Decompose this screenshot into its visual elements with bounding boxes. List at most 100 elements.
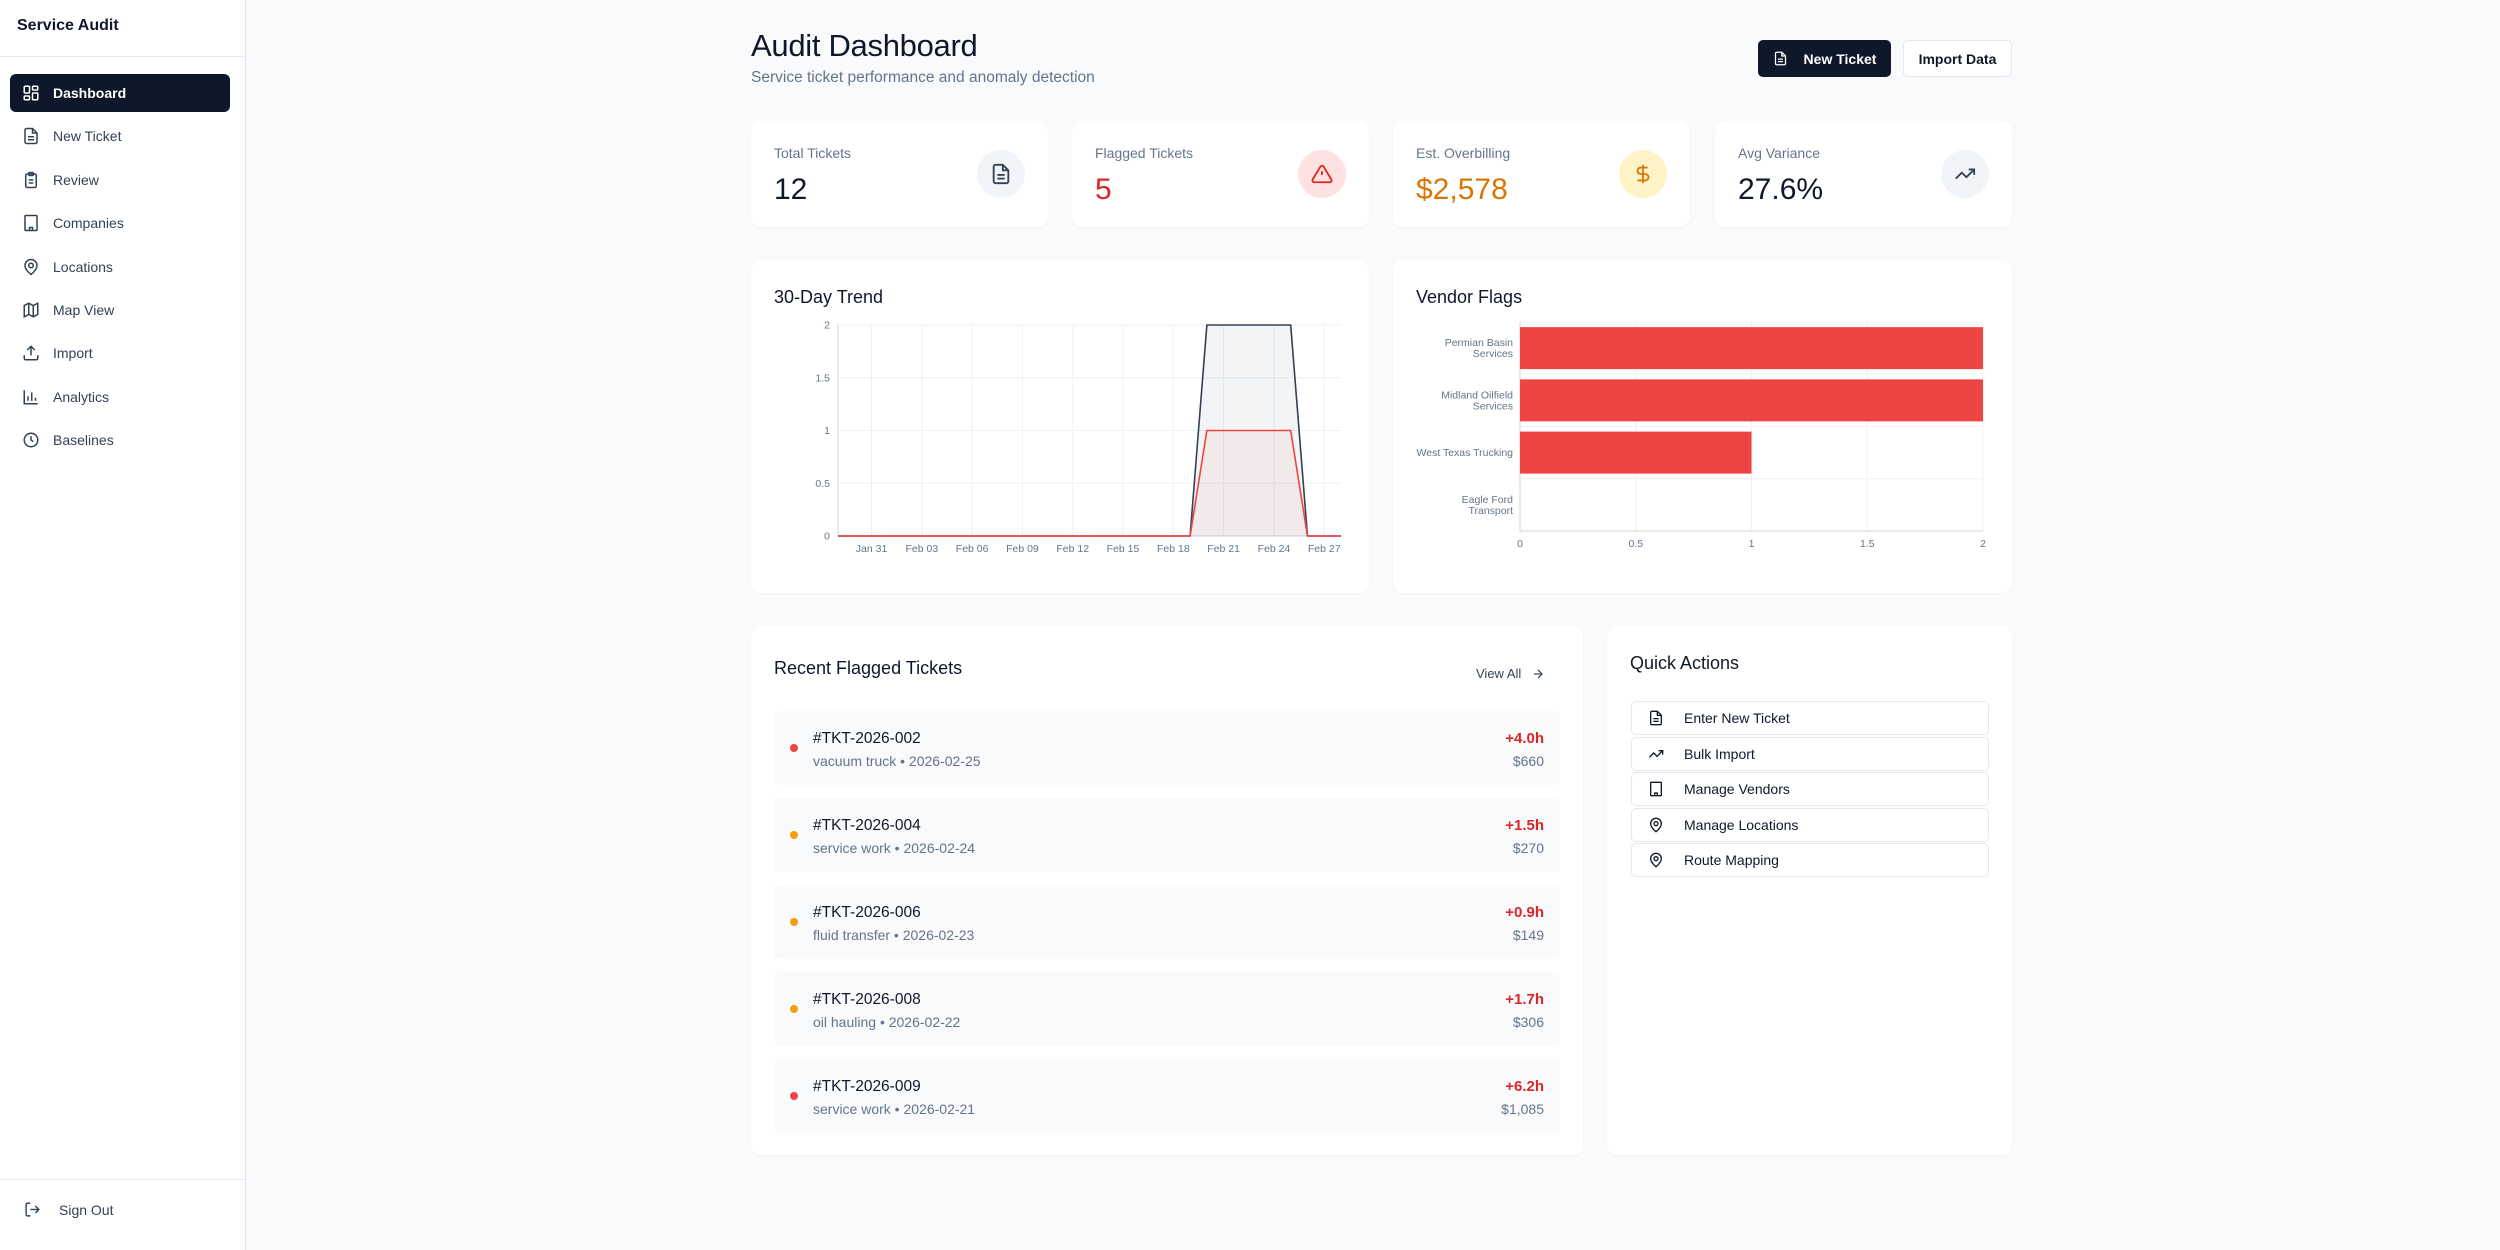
sidebar-item-label: Map View (53, 301, 115, 318)
x-tick-label: 1 (1749, 538, 1755, 550)
series-area (838, 325, 1341, 536)
ticket-meta: vacuum truck • 2026-02-25 (813, 753, 981, 769)
ticket-hours-variance: +0.9h (1505, 904, 1544, 921)
x-tick-label: Feb 15 (1107, 543, 1140, 555)
ticket-amount: $306 (1512, 1014, 1544, 1030)
bar (1520, 379, 1983, 422)
ticket-row[interactable]: #TKT-2026-004 service work • 2026-02-24 … (774, 798, 1560, 872)
x-tick-label: 1.5 (1860, 538, 1875, 550)
ticket-meta: oil hauling • 2026-02-22 (813, 1014, 961, 1030)
clock-icon (22, 431, 40, 449)
quick-action-bulk-import[interactable]: Bulk Import (1631, 736, 1989, 771)
x-tick-label: Feb 18 (1157, 543, 1190, 555)
sidebar-item-label: New Ticket (53, 128, 122, 145)
map-pin-icon (1649, 852, 1663, 868)
x-tick-label: Feb 21 (1207, 543, 1240, 555)
vendor-flags-title: Vendor Flags (1416, 287, 1523, 307)
x-tick-label: Feb 24 (1258, 543, 1291, 555)
sign-out-label: Sign Out (59, 1201, 114, 1218)
recent-flagged-card: Recent Flagged Tickets View All #TKT-202… (751, 626, 1583, 1155)
sidebar-item-map-view[interactable]: Map View (10, 291, 230, 329)
sidebar-item-locations[interactable]: Locations (10, 248, 230, 286)
sidebar-item-baselines[interactable]: Baselines (10, 421, 230, 459)
ticket-hours-variance: +1.7h (1505, 991, 1544, 1008)
map-icon (22, 301, 40, 319)
y-tick-label: 1 (824, 425, 830, 437)
quick-action-manage-locations[interactable]: Manage Locations (1631, 807, 1989, 842)
sidebar: Service Audit Dashboard New Ticket Revie… (0, 0, 246, 1250)
y-tick-label: 1.5 (815, 372, 830, 384)
sidebar-item-label: Analytics (53, 388, 110, 405)
file-text-icon (22, 127, 40, 145)
sidebar-item-import[interactable]: Import (10, 334, 230, 372)
stat-card-avg-variance: Avg Variance 27.6% (1715, 121, 2012, 227)
bar-chart-icon (22, 388, 40, 406)
sidebar-divider (0, 1179, 246, 1180)
sidebar-item-label: Baselines (53, 432, 114, 449)
ticket-row[interactable]: #TKT-2026-009 service work • 2026-02-21 … (774, 1059, 1560, 1133)
alert-triangle-icon (1298, 150, 1346, 198)
quick-action-manage-vendors[interactable]: Manage Vendors (1631, 772, 1989, 806)
severity-dot (790, 1005, 798, 1013)
stat-label: Flagged Tickets (1095, 145, 1194, 161)
y-tick-label: 2 (824, 320, 830, 332)
ticket-amount: $149 (1512, 927, 1544, 943)
x-tick-label: Feb 09 (1006, 543, 1039, 555)
sidebar-item-review[interactable]: Review (10, 161, 230, 199)
x-tick-label: Feb 12 (1056, 543, 1089, 555)
quick-action-route-mapping[interactable]: Route Mapping (1631, 843, 1989, 877)
x-tick-label: Jan 31 (856, 543, 888, 555)
recent-flagged-title: Recent Flagged Tickets (774, 658, 963, 678)
ticket-row[interactable]: #TKT-2026-002 vacuum truck • 2026-02-25 … (774, 711, 1560, 785)
import-data-button[interactable]: Import Data (1903, 40, 2012, 77)
view-all-link[interactable]: View All (1476, 666, 1545, 681)
y-tick-label: Eagle Ford Transport (1462, 494, 1514, 517)
trend-chart-title: 30-Day Trend (774, 287, 884, 307)
y-tick-label: 0.5 (815, 478, 830, 490)
sidebar-item-dashboard[interactable]: Dashboard (10, 74, 230, 112)
quick-action-enter-new-ticket[interactable]: Enter New Ticket (1631, 701, 1989, 735)
sign-out-button[interactable]: Sign Out (24, 1201, 113, 1218)
stat-value: 5 (1095, 173, 1112, 206)
ticket-row[interactable]: #TKT-2026-006 fluid transfer • 2026-02-2… (774, 885, 1560, 959)
x-tick-label: 0 (1517, 538, 1523, 550)
series-line (838, 429, 1341, 537)
import-data-label: Import Data (1918, 50, 1997, 67)
ticket-id: #TKT-2026-009 (813, 1078, 921, 1095)
bar (1520, 327, 1983, 370)
y-tick-label: Permian Basin Services (1445, 337, 1513, 360)
quick-actions-title: Quick Actions (1630, 653, 1740, 673)
severity-dot (790, 1092, 798, 1100)
view-all-label: View All (1476, 666, 1522, 681)
file-text-icon (1774, 51, 1786, 66)
ticket-meta: fluid transfer • 2026-02-23 (813, 927, 975, 943)
page-title: Audit Dashboard (751, 28, 978, 63)
ticket-hours-variance: +4.0h (1505, 730, 1544, 747)
ticket-id: #TKT-2026-008 (813, 991, 921, 1008)
x-tick-label: Feb 03 (905, 543, 938, 555)
series-area (838, 430, 1341, 536)
sidebar-item-new-ticket[interactable]: New Ticket (10, 117, 230, 155)
sign-out-icon (25, 1202, 40, 1217)
stat-card-flagged-tickets: Flagged Tickets 5 (1072, 121, 1369, 227)
y-tick-label: Midland Oilfield Services (1441, 389, 1513, 412)
x-tick-label: 2 (1980, 538, 1986, 550)
sidebar-item-companies[interactable]: Companies (10, 204, 230, 242)
page-subtitle: Service ticket performance and anomaly d… (751, 69, 1095, 86)
trend-chart-card: 30-Day Trend 0 0.5 1 1.5 2 Jan 31 Feb 03 Feb 06… (751, 260, 1369, 593)
ticket-meta: service work • 2026-02-21 (813, 1101, 976, 1117)
new-ticket-label: New Ticket (1803, 50, 1877, 67)
sidebar-item-analytics[interactable]: Analytics (10, 378, 230, 416)
ticket-row[interactable]: #TKT-2026-008 oil hauling • 2026-02-22 +… (774, 972, 1560, 1046)
ticket-meta: service work • 2026-02-24 (813, 840, 976, 856)
quick-action-label: Route Mapping (1684, 852, 1779, 868)
ticket-hours-variance: +6.2h (1505, 1078, 1544, 1095)
vendor-flags-chart: 0 0.5 1 1.5 2 Permian Basin Services Midland Oi… (1417, 321, 1986, 550)
sidebar-item-label: Companies (53, 215, 124, 232)
bar (1520, 431, 1752, 474)
stat-card-est-overbilling: Est. Overbilling $2,578 (1393, 121, 1690, 227)
y-tick-label: 0 (824, 531, 830, 543)
stat-card-total-tickets: Total Tickets 12 (751, 121, 1048, 227)
sidebar-divider (0, 56, 246, 57)
new-ticket-button[interactable]: New Ticket (1758, 40, 1891, 77)
